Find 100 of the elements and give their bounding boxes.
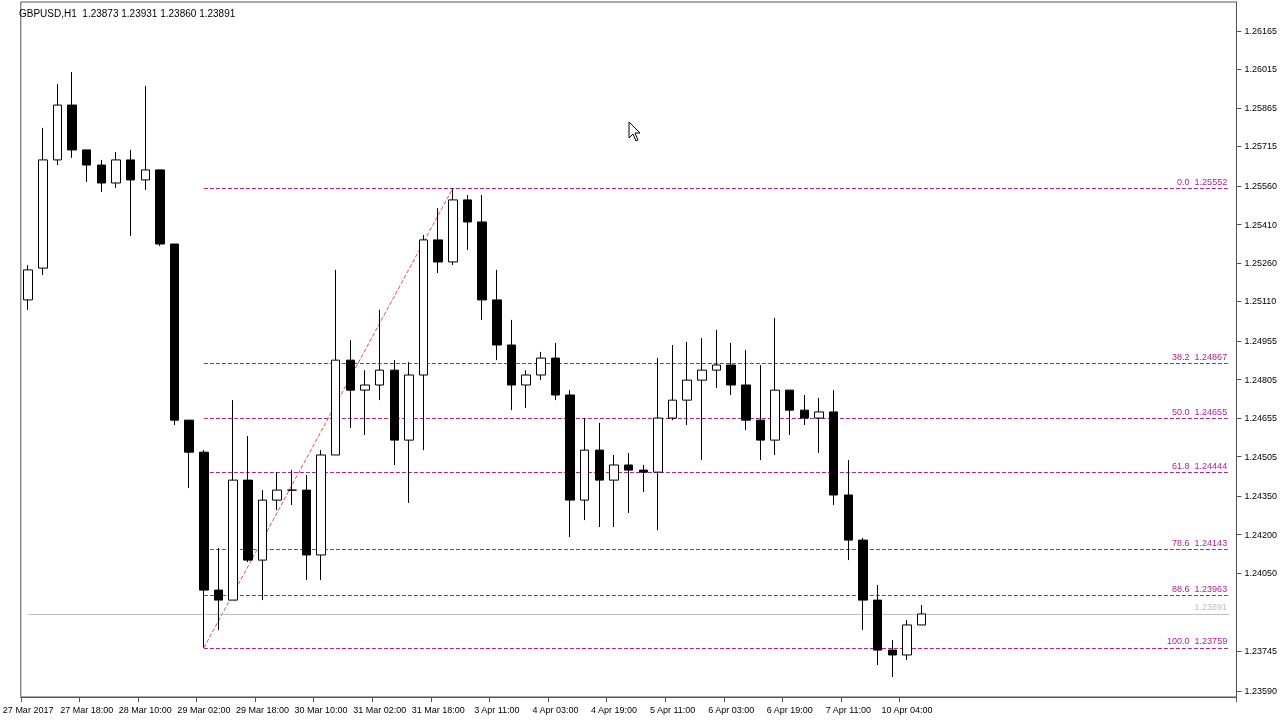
candlestick	[756, 364, 765, 461]
candlestick	[463, 194, 472, 251]
x-tick-label: 27 Mar 2017	[2, 704, 54, 715]
candlestick	[23, 264, 33, 311]
candlestick	[595, 422, 604, 528]
candlestick	[199, 449, 209, 649]
candlestick	[82, 149, 91, 183]
candlestick	[551, 342, 560, 401]
candlestick	[697, 337, 707, 461]
ref-line-label: 61.8 1.24444	[1172, 460, 1228, 471]
candlestick	[682, 341, 692, 426]
y-tick-label: 1.24350	[1244, 491, 1278, 502]
y-tick-label: 1.23590	[1244, 686, 1278, 697]
candlestick	[170, 243, 179, 426]
candlestick	[888, 639, 897, 678]
ref-line-label: 38.2 1.24867	[1172, 352, 1228, 363]
candlestick	[770, 317, 780, 456]
ref-line-label: 78.6 1.24143	[1172, 537, 1228, 548]
candlestick	[653, 357, 663, 531]
ref-line-label: 88.6 1.23963	[1172, 583, 1228, 594]
candlestick	[624, 452, 633, 514]
candlestick	[214, 547, 223, 631]
ref-line-label: 100.0 1.23759	[1167, 636, 1228, 647]
candlestick	[507, 319, 516, 411]
candlestick	[844, 459, 853, 561]
y-tick-label: 1.24050	[1244, 568, 1278, 579]
candlestick	[38, 127, 48, 276]
y-tick-label: 1.25410	[1244, 219, 1278, 230]
ref-line-label: 0.0 1.25552	[1177, 176, 1228, 187]
candlestick	[580, 417, 589, 521]
candlestick	[390, 359, 399, 466]
candlestick	[243, 435, 253, 563]
candlestick	[609, 454, 619, 528]
candlestick	[814, 397, 824, 454]
candlestick	[433, 207, 443, 274]
candlestick	[111, 151, 121, 189]
candlestick	[302, 474, 311, 581]
candlestick	[126, 149, 135, 237]
x-tick-label: 29 Mar 18:00	[235, 704, 289, 715]
x-tick-label: 31 Mar 18:00	[411, 704, 465, 715]
x-tick-label: 30 Mar 10:00	[294, 704, 348, 715]
x-tick-label: 28 Mar 10:00	[118, 704, 172, 715]
candlestick	[726, 342, 736, 396]
candlestick	[272, 471, 282, 511]
candlestick	[331, 269, 340, 456]
candlestick	[712, 329, 721, 389]
y-tick-label: 1.26015	[1244, 64, 1278, 75]
candlestick	[902, 619, 912, 661]
candlestick	[873, 584, 882, 666]
candlestick	[287, 469, 297, 506]
candlestick	[858, 537, 868, 631]
x-tick-label: 31 Mar 02:00	[353, 704, 407, 715]
candlestick	[800, 394, 809, 426]
candlestick	[785, 389, 794, 436]
candlestick	[346, 339, 355, 429]
candlestick	[184, 419, 194, 489]
candlestick	[97, 159, 106, 193]
candlestick	[829, 389, 838, 506]
candlestick	[375, 309, 384, 401]
y-tick-label: 1.26165	[1244, 25, 1278, 36]
x-tick-label: 4 Apr 03:00	[532, 704, 579, 715]
y-tick-label: 1.25110	[1244, 296, 1277, 307]
candlestick	[155, 169, 165, 247]
y-tick-label: 1.25865	[1244, 102, 1278, 113]
text: GBPUSD,H1 1.23873 1.23931 1.23860 1.23891	[19, 7, 236, 19]
y-tick-label: 1.24955	[1244, 336, 1278, 347]
ref-line-label: 50.0 1.24655	[1172, 406, 1228, 417]
ref-line-label: 1.23891	[1194, 602, 1228, 613]
candlestick	[448, 187, 458, 266]
candlestick	[228, 399, 238, 601]
candlestick	[141, 85, 150, 191]
x-tick-label: 4 Apr 19:00	[590, 704, 638, 715]
candlestick	[668, 344, 677, 421]
y-tick-label: 1.25715	[1244, 141, 1278, 152]
x-tick-label: 29 Mar 02:00	[177, 704, 231, 715]
y-tick-label: 1.25260	[1244, 257, 1278, 268]
candlestick	[639, 464, 648, 493]
y-tick-label: 1.24655	[1244, 413, 1278, 424]
candlestick	[404, 361, 414, 504]
candlestick	[536, 351, 546, 381]
y-tick-label: 1.24505	[1244, 451, 1278, 462]
y-tick-label: 1.24200	[1244, 529, 1278, 540]
candlestick	[492, 269, 502, 361]
candlestick	[741, 349, 751, 431]
candlestick	[360, 369, 370, 436]
candlestick	[917, 604, 926, 626]
x-tick-label: 27 Mar 18:00	[60, 704, 114, 715]
y-tick-label: 1.24805	[1244, 374, 1278, 385]
x-tick-label: 3 Apr 11:00	[474, 704, 520, 715]
candlestick	[419, 234, 428, 451]
x-tick-label: 6 Apr 03:00	[708, 704, 755, 715]
candlestick	[258, 489, 267, 601]
candlestick	[477, 194, 487, 321]
x-tick-label: 6 Apr 19:00	[766, 704, 813, 715]
candlestick	[316, 449, 326, 581]
candlestick	[565, 389, 575, 538]
candlestick	[67, 71, 77, 159]
x-tick-label: 5 Apr 11:00	[649, 704, 696, 715]
x-tick-label: 7 Apr 11:00	[825, 704, 872, 715]
y-tick-label: 1.23745	[1244, 646, 1278, 657]
